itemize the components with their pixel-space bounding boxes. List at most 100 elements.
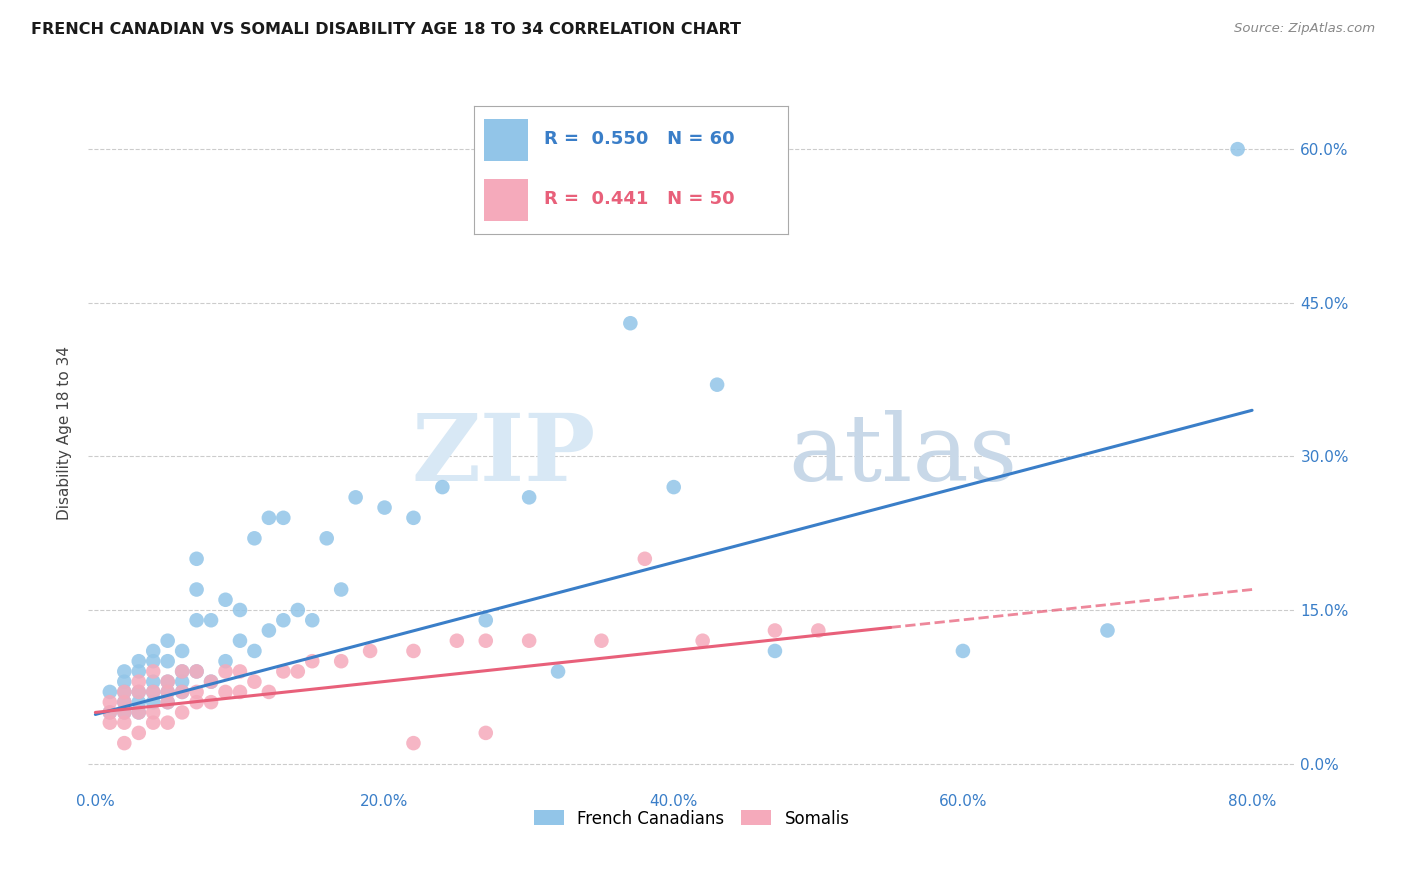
Point	[273, 613, 295, 627]
Point	[214, 592, 236, 607]
Point	[172, 706, 194, 720]
Point	[186, 582, 208, 597]
Text: atlas: atlas	[789, 409, 1018, 500]
Point	[257, 624, 280, 638]
Point	[112, 665, 135, 679]
Point	[359, 644, 381, 658]
Point	[301, 613, 323, 627]
Point	[301, 654, 323, 668]
Point	[330, 654, 353, 668]
Point	[172, 685, 194, 699]
Point	[112, 736, 135, 750]
Point	[186, 695, 208, 709]
Point	[128, 674, 150, 689]
Point	[952, 644, 974, 658]
Point	[128, 726, 150, 740]
Point	[374, 500, 396, 515]
Point	[142, 715, 165, 730]
Point	[591, 633, 613, 648]
Point	[156, 674, 179, 689]
Point	[344, 491, 367, 505]
Point	[214, 654, 236, 668]
Point	[172, 644, 194, 658]
Point	[257, 511, 280, 525]
Point	[517, 633, 540, 648]
Point	[142, 685, 165, 699]
Point	[330, 582, 353, 597]
Point	[156, 695, 179, 709]
Text: FRENCH CANADIAN VS SOMALI DISABILITY AGE 18 TO 34 CORRELATION CHART: FRENCH CANADIAN VS SOMALI DISABILITY AGE…	[31, 22, 741, 37]
Point	[142, 685, 165, 699]
Point	[402, 736, 425, 750]
Point	[128, 665, 150, 679]
Point	[142, 695, 165, 709]
Point	[402, 644, 425, 658]
Point	[186, 665, 208, 679]
Point	[128, 706, 150, 720]
Point	[229, 685, 252, 699]
Point	[128, 706, 150, 720]
Point	[186, 685, 208, 699]
Point	[142, 706, 165, 720]
Point	[662, 480, 685, 494]
Point	[98, 695, 121, 709]
Point	[287, 603, 309, 617]
Point	[112, 685, 135, 699]
Point	[807, 624, 830, 638]
Text: ZIP: ZIP	[411, 409, 595, 500]
Point	[186, 613, 208, 627]
Legend: French Canadians, Somalis: French Canadians, Somalis	[527, 803, 856, 834]
Point	[98, 685, 121, 699]
Y-axis label: Disability Age 18 to 34: Disability Age 18 to 34	[58, 346, 72, 520]
Point	[474, 726, 496, 740]
Point	[112, 715, 135, 730]
Point	[402, 511, 425, 525]
Point	[186, 551, 208, 566]
Point	[200, 695, 222, 709]
Point	[156, 685, 179, 699]
Point	[200, 674, 222, 689]
Point	[128, 685, 150, 699]
Point	[128, 654, 150, 668]
Point	[474, 613, 496, 627]
Point	[692, 633, 714, 648]
Point	[112, 706, 135, 720]
Point	[98, 706, 121, 720]
Point	[229, 603, 252, 617]
Point	[142, 665, 165, 679]
Point	[517, 491, 540, 505]
Point	[142, 674, 165, 689]
Point	[112, 685, 135, 699]
Point	[128, 685, 150, 699]
Point	[1226, 142, 1249, 156]
Point	[619, 316, 641, 330]
Point	[156, 715, 179, 730]
Point	[112, 695, 135, 709]
Point	[172, 665, 194, 679]
Point	[98, 706, 121, 720]
Point	[243, 674, 266, 689]
Point	[474, 633, 496, 648]
Point	[142, 654, 165, 668]
Point	[273, 511, 295, 525]
Point	[156, 695, 179, 709]
Point	[214, 685, 236, 699]
Point	[128, 695, 150, 709]
Point	[112, 706, 135, 720]
Point	[229, 665, 252, 679]
Point	[243, 644, 266, 658]
Point	[243, 531, 266, 545]
Point	[446, 633, 468, 648]
Point	[257, 685, 280, 699]
Point	[229, 633, 252, 648]
Point	[172, 685, 194, 699]
Point	[156, 633, 179, 648]
Point	[706, 377, 728, 392]
Point	[1097, 624, 1119, 638]
Point	[315, 531, 337, 545]
Text: Source: ZipAtlas.com: Source: ZipAtlas.com	[1234, 22, 1375, 36]
Point	[432, 480, 454, 494]
Point	[112, 695, 135, 709]
Point	[172, 665, 194, 679]
Point	[547, 665, 569, 679]
